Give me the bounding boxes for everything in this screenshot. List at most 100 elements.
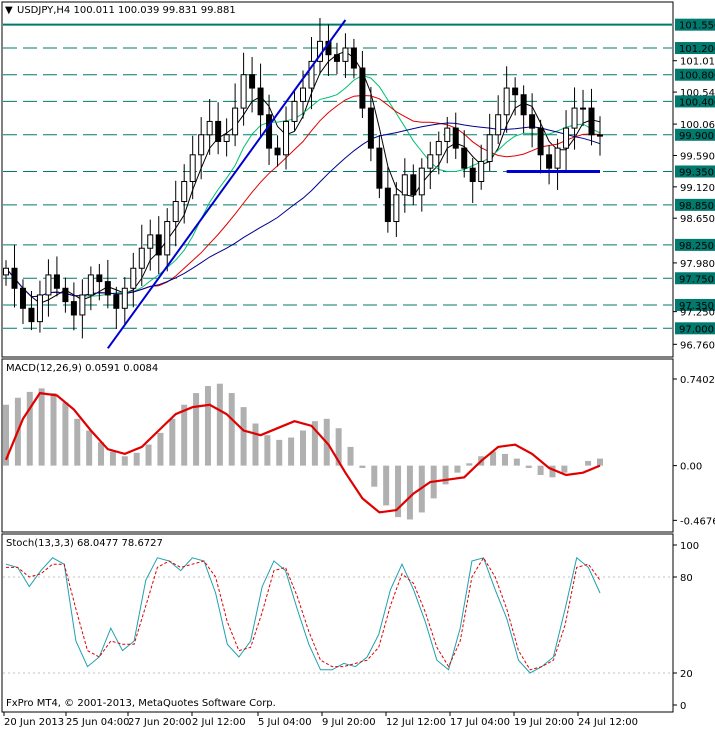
candle-body[interactable] [155, 234, 162, 256]
candle-body[interactable] [79, 294, 86, 316]
candle-body[interactable] [36, 294, 43, 323]
candle-body[interactable] [376, 147, 383, 189]
price-level-label: 101.200 [679, 44, 715, 55]
candle-body[interactable] [257, 87, 264, 116]
candle-body[interactable] [232, 107, 239, 136]
candle-body[interactable] [113, 294, 120, 309]
candle-body[interactable] [444, 127, 451, 142]
x-tick-label: 2 Jul 12:00 [192, 717, 246, 728]
candle-body[interactable] [206, 120, 213, 136]
candle-body[interactable] [138, 247, 145, 269]
candle-body[interactable] [427, 154, 434, 169]
candle-body[interactable] [198, 134, 205, 156]
price-level-badge [675, 322, 715, 335]
candle-body[interactable] [563, 127, 570, 149]
candle-body[interactable] [181, 180, 188, 203]
macd-histogram-bar [311, 421, 318, 466]
candle-body[interactable] [546, 154, 553, 169]
macd-histogram-bar [371, 465, 378, 487]
candle-body[interactable] [597, 134, 603, 137]
candle-body[interactable] [240, 74, 247, 109]
window-menu-icon[interactable]: ▼ [5, 5, 13, 16]
candle-body[interactable] [529, 114, 536, 129]
candle-body[interactable] [571, 107, 578, 129]
candle-body[interactable] [512, 87, 519, 96]
candle-body[interactable] [469, 167, 476, 182]
candle-body[interactable] [291, 100, 298, 122]
macd-histogram-bar [395, 465, 402, 518]
candle-body[interactable] [104, 281, 111, 296]
price-level-label: 99.350 [679, 167, 714, 178]
candle-body[interactable] [300, 87, 306, 102]
macd-histogram-bar [86, 430, 93, 466]
candle-body[interactable] [461, 147, 468, 169]
candle-body[interactable] [11, 267, 18, 289]
candle-body[interactable] [588, 107, 595, 136]
candle-body[interactable] [435, 140, 442, 156]
candle-body[interactable] [172, 201, 179, 223]
candle-body[interactable] [266, 114, 273, 149]
y-tick-label: 97.250 [680, 308, 715, 319]
candle-body[interactable] [70, 301, 77, 316]
macd-histogram-bar [585, 460, 592, 466]
x-tick-label: 27 Jun 20:00 [128, 717, 192, 728]
candle-body[interactable] [410, 174, 417, 196]
candle-body[interactable] [249, 74, 256, 89]
candle-body[interactable] [503, 87, 510, 116]
macd-histogram-bar [490, 451, 497, 466]
candle-body[interactable] [308, 60, 315, 89]
candle-body[interactable] [478, 160, 485, 182]
candle-body[interactable] [486, 134, 493, 162]
candle-body[interactable] [384, 187, 391, 223]
candle-body[interactable] [147, 234, 154, 249]
candle-body[interactable] [393, 194, 400, 223]
macd-histogram-bar [145, 444, 152, 466]
candle-body[interactable] [367, 107, 374, 149]
macd-histogram-bar [133, 452, 140, 466]
macd-histogram-bar [74, 418, 81, 466]
candle-body[interactable] [350, 47, 357, 69]
candle-body[interactable] [359, 67, 366, 109]
macd-histogram-bar [264, 435, 271, 466]
candle-body[interactable] [96, 274, 103, 283]
candle-body[interactable] [19, 287, 26, 309]
price-level-badge [675, 42, 715, 55]
candle-body[interactable] [53, 274, 60, 289]
y-tick-label: 100.540 [680, 88, 715, 99]
candle-body[interactable] [283, 120, 290, 156]
candle-body[interactable] [3, 267, 9, 276]
price-level-badge [675, 298, 715, 311]
macd-histogram-bar [288, 437, 295, 466]
candle-body[interactable] [215, 120, 222, 142]
candle-body[interactable] [495, 114, 502, 136]
candle-body[interactable] [333, 54, 340, 62]
candle-body[interactable] [62, 287, 69, 303]
stoch-y-tick-label: 0 [680, 701, 686, 712]
candle-body[interactable] [87, 274, 94, 296]
candle-body[interactable] [189, 154, 196, 182]
candle-body[interactable] [274, 147, 281, 156]
candle-body[interactable] [520, 94, 527, 116]
x-tick-label: 24 Jul 12:00 [578, 717, 638, 728]
candle-body[interactable] [130, 267, 137, 289]
candle-body[interactable] [121, 287, 128, 309]
stoch-y-tick-label: 20 [680, 669, 693, 680]
price-level-label: 97.350 [679, 301, 714, 312]
candle-body[interactable] [164, 221, 171, 256]
candle-body[interactable] [342, 47, 349, 62]
candle-body[interactable] [45, 274, 52, 296]
x-tick-label: 17 Jul 04:00 [450, 717, 510, 728]
candle-body[interactable] [554, 147, 561, 169]
y-tick-label: 99.590 [680, 151, 715, 162]
candle-body[interactable] [28, 307, 35, 323]
candle-body[interactable] [418, 167, 425, 196]
candle-body[interactable] [401, 174, 408, 196]
uptrend-line[interactable] [107, 19, 347, 349]
candle-body[interactable] [452, 127, 459, 149]
macd-y-tick-label: 0.00 [680, 462, 702, 473]
macd-histogram-bar [466, 463, 473, 466]
candle-body[interactable] [537, 127, 544, 156]
candle-body[interactable] [580, 107, 587, 110]
candle-body[interactable] [223, 134, 230, 142]
